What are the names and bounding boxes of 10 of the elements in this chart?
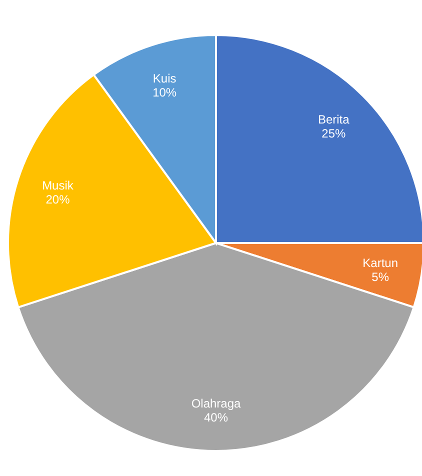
data-label: 20% xyxy=(46,192,70,207)
slice-label: Berita xyxy=(318,112,350,126)
slice-label: Kuis xyxy=(152,72,176,86)
data-label: 10% xyxy=(152,86,177,100)
slice-label: Kartun xyxy=(362,256,398,270)
data-label: 5% xyxy=(372,270,390,284)
slice-label: Olahraga xyxy=(191,396,242,410)
data-label: 25% xyxy=(322,126,346,140)
data-label: 40% xyxy=(204,410,228,424)
slice-label: Musik xyxy=(42,178,74,193)
